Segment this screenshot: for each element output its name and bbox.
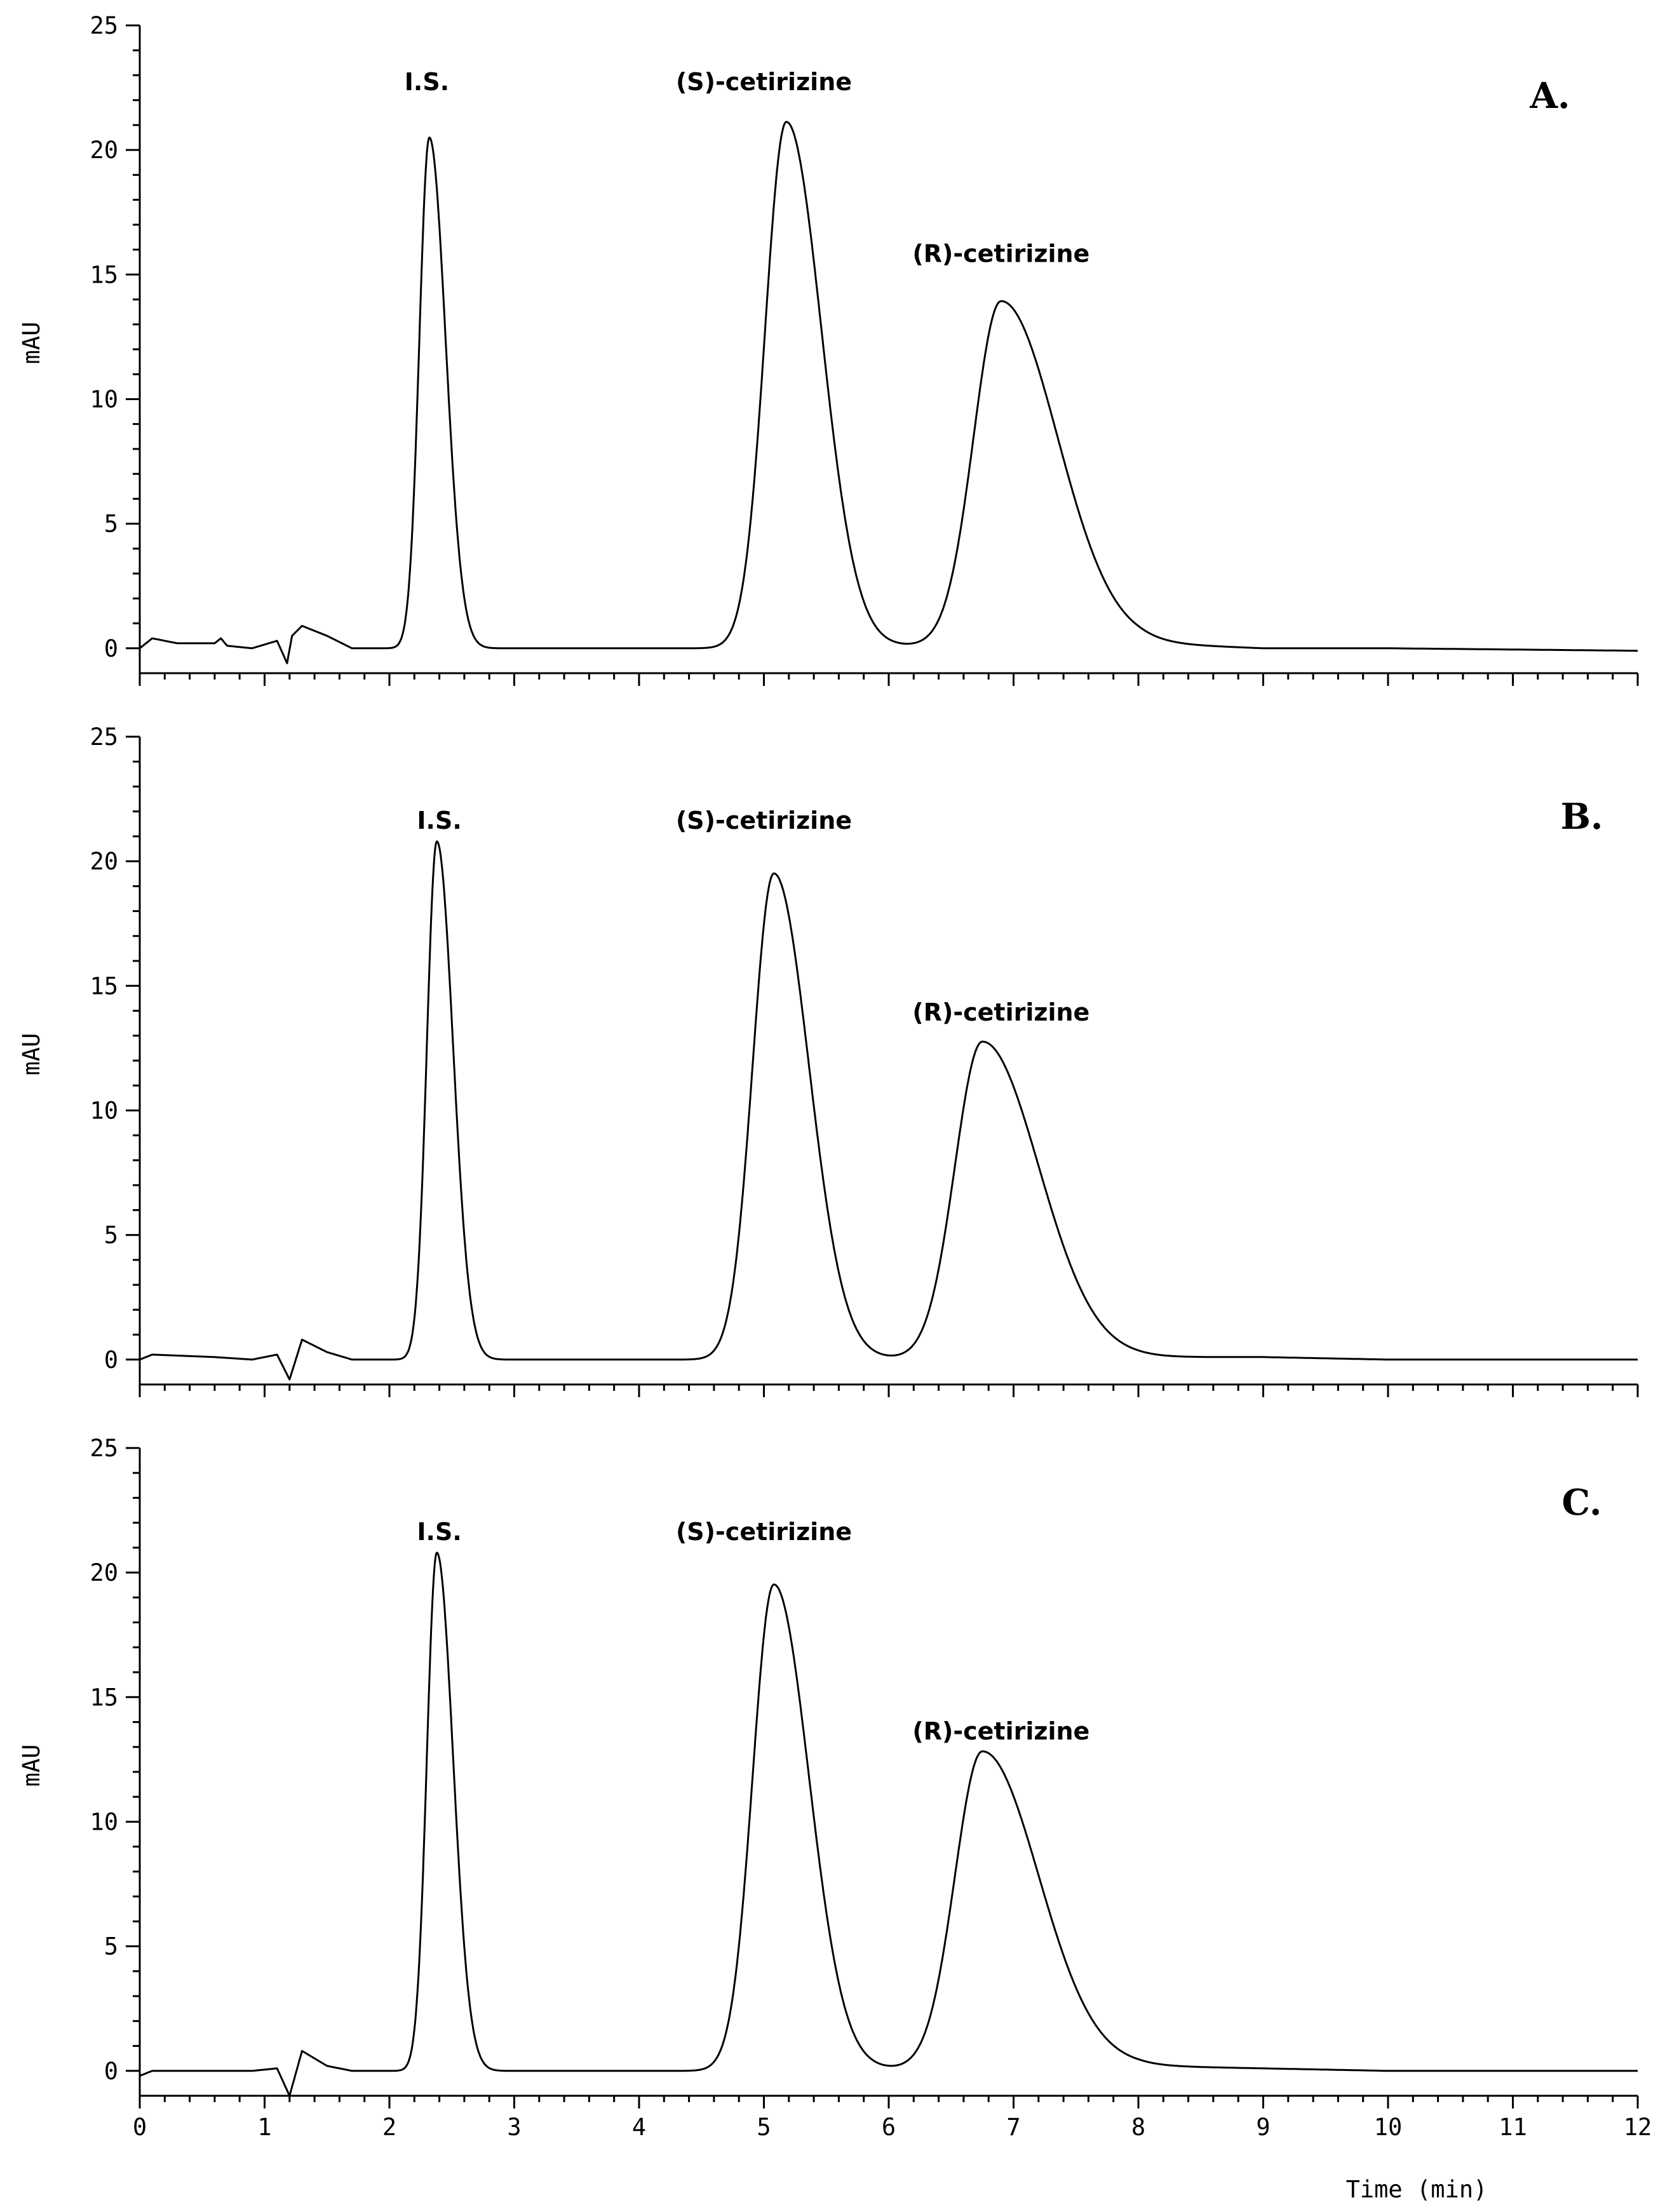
chart-panel-b: 0 5 10 15 20 25 mAU I.S. (S)-cetirizine (R)-cetir…: [18, 723, 1639, 1397]
y-tick-label: 20: [90, 848, 118, 875]
chromatogram-trace: [139, 840, 1638, 1381]
x-tick-label: 5: [757, 2114, 771, 2141]
peak-label: I.S.: [417, 1518, 461, 1546]
y-tick-label: 10: [90, 1808, 118, 1835]
x-tick-label: 2: [382, 2114, 396, 2141]
x-tick-label: 7: [1006, 2114, 1020, 2141]
y-tick-label: 10: [90, 385, 118, 413]
x-tick-label: 10: [1374, 2114, 1403, 2141]
y-axis-title: mAU: [18, 1033, 45, 1076]
y-tick-label: 5: [104, 511, 118, 538]
peak-label: (S)-cetirizine: [676, 1518, 852, 1546]
chromatogram-trace: [139, 1552, 1638, 2097]
y-tick-label: 15: [90, 972, 118, 1000]
x-tick-label: 1: [257, 2114, 271, 2141]
y-tick-label: 15: [90, 261, 118, 288]
peak-label: (R)-cetirizine: [912, 1717, 1089, 1745]
y-tick-label: 25: [90, 723, 118, 751]
chromatogram-trace: [139, 121, 1638, 664]
peak-label: (R)-cetirizine: [912, 240, 1089, 268]
y-tick-label: 0: [104, 635, 118, 662]
panel-label: B.: [1561, 796, 1603, 838]
y-tick-label: 20: [90, 1559, 118, 1586]
y-tick-label: 25: [90, 12, 118, 39]
x-tick-label: 12: [1624, 2114, 1652, 2141]
peak-label: (S)-cetirizine: [676, 807, 852, 835]
y-tick-label: 20: [90, 137, 118, 164]
panel-label: A.: [1530, 75, 1570, 117]
y-tick-label: 15: [90, 1684, 118, 1711]
y-tick-label: 0: [104, 1346, 118, 1374]
y-tick-label: 25: [90, 1435, 118, 1462]
x-tick-label: 3: [507, 2114, 521, 2141]
x-tick-label: 0: [133, 2114, 147, 2141]
x-tick-label: 6: [882, 2114, 896, 2141]
y-tick-label: 5: [104, 1222, 118, 1249]
y-axis-title: mAU: [18, 322, 45, 365]
panel-label: C.: [1561, 1482, 1601, 1524]
y-tick-label: 5: [104, 1933, 118, 1961]
chart-panel-a: 0 5 10 15 20 25 mAU I.S. (S)-cetirizine (R)-cetir…: [18, 12, 1639, 686]
x-tick-label: 9: [1256, 2114, 1270, 2141]
peak-label: I.S.: [405, 68, 449, 96]
y-tick-label: 0: [104, 2058, 118, 2085]
y-tick-label: 10: [90, 1097, 118, 1124]
peak-label: (R)-cetirizine: [912, 998, 1089, 1026]
peak-label: I.S.: [417, 807, 461, 835]
y-axis-title: mAU: [18, 1745, 45, 1787]
x-tick-label: 4: [632, 2114, 646, 2141]
x-tick-label: 8: [1131, 2114, 1145, 2141]
x-tick-label: 11: [1499, 2114, 1527, 2141]
x-axis-title: Time (min): [1346, 2176, 1488, 2203]
peak-label: (S)-cetirizine: [676, 68, 852, 96]
